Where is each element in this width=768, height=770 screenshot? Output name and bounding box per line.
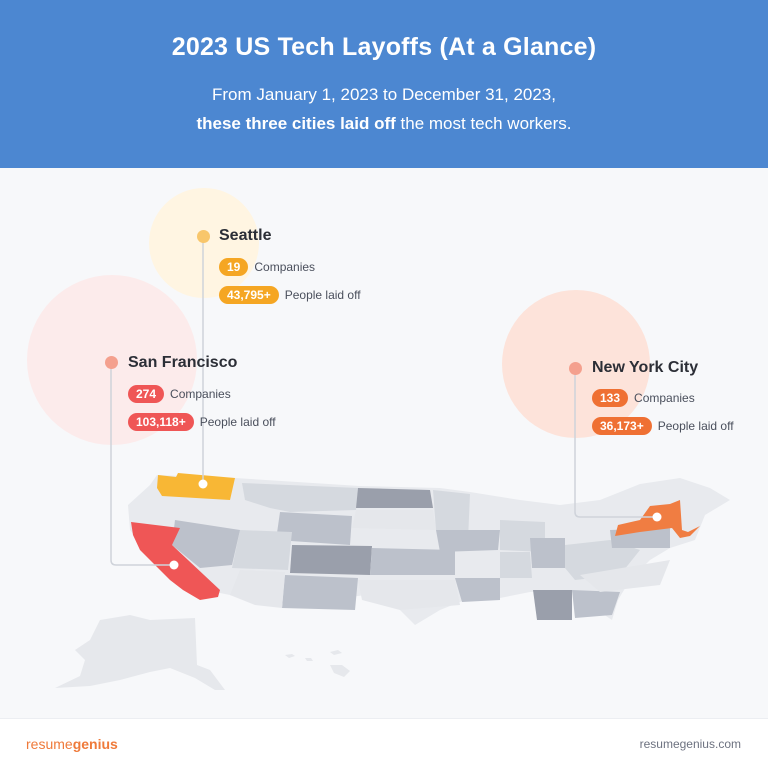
logo-light-text: resume: [26, 736, 73, 752]
city-name: Seattle: [219, 227, 272, 244]
companies-badge: 19: [219, 258, 249, 276]
seattle-dot: [197, 230, 210, 243]
subtitle-line-2: these three cities laid off the most tec…: [0, 114, 768, 134]
city-name: San Francisco: [128, 354, 238, 371]
seattle-pin: [198, 479, 208, 489]
subtitle-rest: the most tech workers.: [395, 114, 572, 133]
map-area: Seattle 19 Companies 43,795+ People laid…: [0, 168, 768, 718]
washington-state: [157, 473, 235, 500]
subtitle-line-1: From January 1, 2023 to December 31, 202…: [212, 85, 556, 104]
companies-label: Companies: [254, 260, 316, 274]
footer: resumegenius resumegenius.com: [0, 718, 768, 770]
people-row: 36,173+ People laid off: [592, 417, 734, 435]
resumegenius-logo[interactable]: resumegenius: [26, 736, 118, 752]
people-label: People laid off: [199, 415, 276, 429]
san-francisco-connector: [110, 362, 174, 566]
companies-row: 19 Companies: [219, 258, 315, 276]
people-row: 43,795+ People laid off: [219, 286, 361, 304]
people-badge: 36,173+: [592, 417, 652, 435]
new-york-pin: [652, 512, 662, 522]
people-row: 103,118+ People laid off: [128, 413, 276, 431]
san-francisco-pin: [169, 560, 179, 570]
subtitle-bold: these three cities laid off: [196, 114, 396, 133]
page-title: 2023 US Tech Layoffs (At a Glance): [171, 33, 597, 61]
state-blocks: [172, 483, 670, 620]
companies-label: Companies: [170, 387, 231, 401]
companies-row: 133 Companies: [592, 389, 695, 407]
people-badge: 103,118+: [128, 413, 194, 431]
people-badge: 43,795+: [219, 286, 279, 304]
seattle-halo: [149, 188, 259, 298]
companies-label: Companies: [634, 391, 695, 405]
people-label: People laid off: [657, 419, 734, 433]
alaska-hawaii-shapes: [55, 615, 350, 690]
san-francisco-dot: [105, 356, 118, 369]
us-map: [55, 236, 730, 690]
companies-badge: 133: [592, 389, 629, 407]
companies-badge: 274: [128, 385, 165, 403]
website-link[interactable]: resumegenius.com: [639, 737, 741, 751]
new-york-dot: [569, 362, 582, 375]
logo-bold-text: genius: [72, 736, 118, 752]
city-name: New York City: [592, 359, 699, 376]
companies-row: 274 Companies: [128, 385, 231, 403]
people-label: People laid off: [284, 288, 361, 302]
header-banner: 2023 US Tech Layoffs (At a Glance) From …: [0, 0, 768, 168]
new-york-connector: [574, 368, 657, 518]
